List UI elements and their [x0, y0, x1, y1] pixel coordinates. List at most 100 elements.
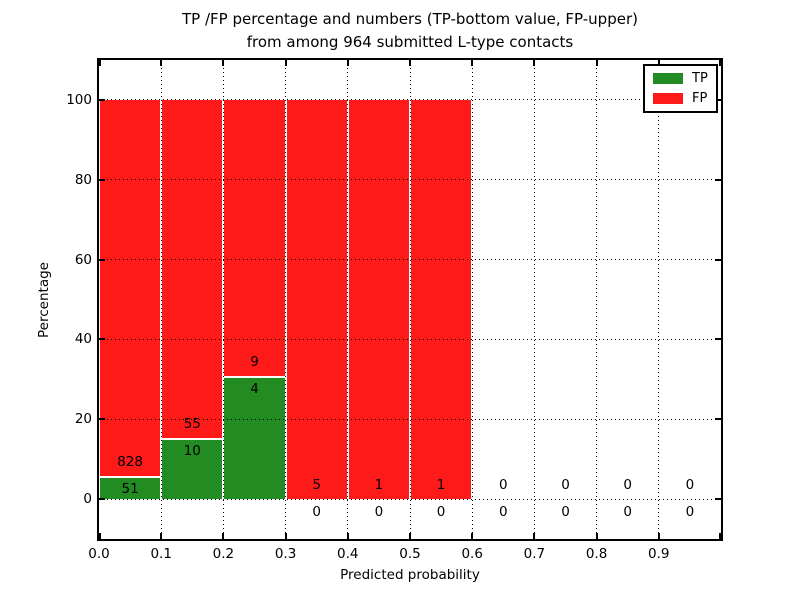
x-tick-mark [533, 60, 536, 66]
gridline-y [99, 338, 721, 340]
y-tick-mark [715, 498, 721, 501]
x-tick-mark [99, 533, 101, 539]
gridline-y [99, 179, 721, 181]
y-tick-mark [99, 98, 105, 101]
fp-count-label: 0 [499, 477, 508, 494]
y-tick-mark [715, 258, 721, 261]
fp-count-label: 55 [183, 415, 201, 432]
x-tick-mark [222, 533, 225, 539]
y-tick-mark [715, 98, 721, 101]
x-tick-mark [657, 533, 660, 539]
x-tick-mark [595, 60, 598, 66]
legend-swatch-tp [653, 73, 683, 84]
gridline-x [222, 60, 224, 539]
legend-label-tp: TP [692, 71, 708, 86]
x-tick-label: 0.4 [337, 546, 359, 562]
x-tick-mark [222, 60, 225, 66]
x-tick-label: 0.2 [212, 546, 235, 562]
x-axis-label: Predicted probability [340, 567, 480, 583]
gridline-x [409, 60, 411, 539]
y-tick-label: 60 [74, 251, 92, 268]
tp-count-label: 4 [250, 381, 259, 398]
fp-bar [223, 99, 286, 377]
tp-bar [223, 376, 286, 500]
tp-count-label: 0 [312, 504, 321, 521]
fp-count-label: 5 [312, 477, 321, 494]
chart-title: TP /FP percentage and numbers (TP-bottom… [97, 8, 723, 54]
tp-count-label: 0 [623, 504, 632, 521]
fp-count-label: 1 [436, 477, 446, 494]
y-tick-mark [99, 258, 105, 261]
y-tick-mark [99, 338, 105, 341]
fp-bar [99, 99, 162, 476]
fp-bar [410, 99, 473, 500]
x-tick-mark [595, 533, 598, 539]
y-tick-mark [715, 418, 721, 421]
x-tick-mark [160, 60, 163, 66]
x-tick-mark [471, 60, 474, 66]
tp-bar [99, 475, 162, 500]
tp-count-label: 0 [685, 504, 695, 521]
gridline-y [99, 99, 721, 101]
tp-count-label: 0 [374, 504, 384, 521]
y-tick-mark [715, 178, 721, 181]
legend-item-tp: TP [653, 72, 708, 85]
y-tick-mark [715, 338, 721, 341]
y-tick-mark [99, 498, 105, 501]
fp-count-label: 9 [250, 354, 259, 371]
x-tick-mark [160, 533, 163, 539]
fp-bar [285, 99, 348, 500]
x-tick-mark [346, 533, 349, 539]
y-tick-label: 0 [83, 491, 92, 508]
fp-bar [161, 99, 224, 438]
fp-bar [347, 99, 410, 500]
fp-count-label: 0 [623, 477, 632, 494]
legend: TP FP [643, 64, 718, 113]
x-tick-label: 0.7 [523, 546, 546, 562]
y-tick-label: 100 [66, 91, 92, 108]
x-tick-mark [284, 60, 287, 66]
gridline-y [99, 418, 721, 420]
gridline-x [285, 60, 287, 539]
x-tick-label: 0.6 [461, 546, 483, 562]
x-tick-mark [409, 60, 411, 66]
chart-title-line2: from among 964 submitted L-type contacts [246, 33, 574, 51]
fp-count-label: 0 [685, 477, 695, 494]
y-tick-label: 20 [74, 411, 92, 428]
chart-title-line1: TP /FP percentage and numbers (TP-bottom… [182, 10, 638, 28]
x-tick-label: 0.1 [150, 546, 172, 562]
y-axis-label: Percentage [36, 262, 52, 338]
gridline-y [99, 259, 721, 261]
y-tick-label: 80 [74, 171, 92, 188]
x-tick-mark [657, 60, 660, 66]
x-tick-mark [719, 60, 721, 66]
y-tick-mark [99, 178, 105, 181]
x-tick-label: 0.0 [88, 546, 110, 562]
plot-area: 828 51 55 10 9 4 5 0 1 0 1 0 0 0 0 0 0 0 0 0 [97, 58, 723, 541]
tp-bar [161, 437, 224, 500]
x-tick-mark [284, 533, 287, 539]
tp-count-label: 51 [121, 480, 139, 497]
fp-count-label: 1 [374, 477, 384, 494]
x-tick-mark [346, 60, 349, 66]
tp-count-label: 10 [183, 442, 201, 459]
fp-count-label: 0 [561, 477, 570, 494]
legend-label-fp: FP [692, 91, 708, 106]
x-tick-mark [409, 533, 411, 539]
legend-swatch-fp [653, 93, 683, 104]
y-tick-label: 40 [74, 331, 92, 348]
tp-count-label: 0 [436, 504, 446, 521]
gridline-y [99, 498, 721, 500]
tp-count-label: 0 [499, 504, 508, 521]
x-tick-label: 0.3 [274, 546, 297, 562]
gridline-x [533, 60, 535, 539]
gridline-x [471, 60, 473, 539]
x-tick-mark [533, 533, 536, 539]
gridline-x [596, 60, 598, 539]
y-tick-mark [99, 418, 105, 421]
x-tick-mark [719, 533, 721, 539]
fp-count-label: 828 [117, 453, 143, 470]
tp-count-label: 0 [561, 504, 570, 521]
gridline-x [658, 60, 660, 539]
